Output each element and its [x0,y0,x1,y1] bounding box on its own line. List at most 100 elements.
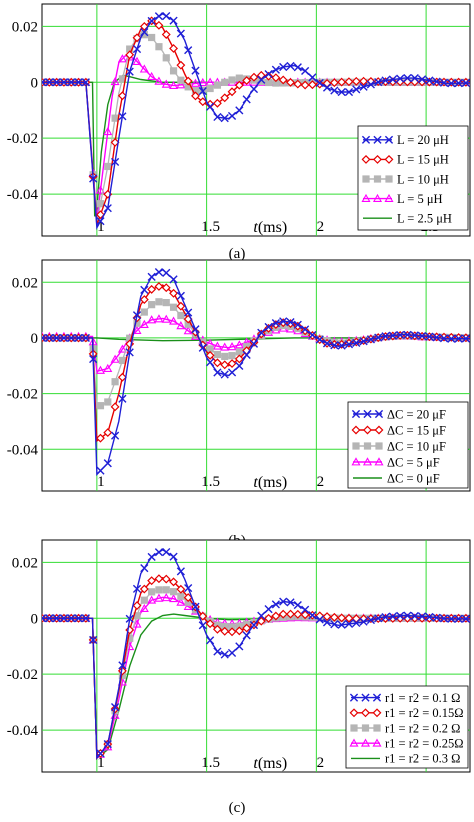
series-marker [147,552,156,562]
series-marker [140,308,148,316]
series-marker [264,78,273,87]
series-marker [42,614,47,623]
series-marker [154,268,164,277]
series-marker [381,332,390,341]
series-marker [125,67,134,76]
series-marker [81,614,90,623]
legend-swatch-marker [351,409,361,419]
series-marker [147,576,157,586]
series-marker [234,354,244,364]
series-marker [286,598,295,607]
series-marker [118,75,126,83]
series-marker [169,80,179,90]
legend-swatch-marker [373,154,382,164]
series-marker [359,337,368,346]
series-marker [154,12,164,21]
series-marker [169,288,179,298]
series-marker [417,612,427,621]
legend-swatch-marker [349,708,359,718]
series-marker [154,76,164,85]
legend-swatch-marker [384,154,394,164]
series-marker [132,584,142,593]
series-marker [410,611,419,621]
series-marker [42,333,47,343]
series-marker [184,598,192,606]
series-marker [213,112,222,122]
series-marker [242,623,252,633]
series-marker [264,605,273,614]
legend-entry-label: L = 2.5 μH [397,212,452,226]
series-marker [104,162,112,171]
series-marker [220,93,230,103]
series-marker [344,619,354,628]
series-marker [154,20,164,30]
series-marker [439,334,449,343]
legend-entry-label: L = 5 μH [397,192,443,206]
series-marker [212,341,222,350]
series-2 [42,16,470,226]
series-marker [227,342,237,351]
series-marker [126,334,134,342]
series-marker [286,77,295,87]
series-marker [352,338,361,347]
series-marker [271,73,281,83]
series-marker [329,612,339,622]
series-marker [132,325,142,335]
series-marker [198,87,207,96]
series-marker [264,323,274,333]
legend-entry-label: ΔC = 0 μF [387,471,440,485]
x-tick-label: 1 [97,219,105,235]
series-marker [322,83,332,92]
series-marker [227,368,237,377]
series-marker [461,78,470,88]
series-marker [264,613,274,623]
legend-swatch-marker [361,135,371,144]
series-marker [169,67,178,75]
y-tick-label: -0.02 [7,131,38,147]
series-marker [176,291,185,300]
series-marker [206,84,214,93]
x-tick-label: 2 [317,474,325,490]
series-marker [403,330,412,339]
series-marker [110,157,120,167]
series-marker [271,600,280,609]
series-marker [176,60,186,70]
series-marker [74,333,83,343]
series-marker [132,33,142,43]
series-marker [388,75,397,84]
series-marker [374,78,383,87]
series-marker [103,740,112,749]
series-marker [374,333,383,342]
series-marker [176,584,186,594]
series-marker [293,600,302,610]
series-marker [264,322,273,332]
series-marker [52,614,61,623]
series-marker [359,617,368,626]
series-marker [337,77,347,87]
series-marker [293,63,302,72]
series-marker [125,614,134,623]
series-marker [162,547,171,557]
series-marker [139,295,149,305]
series-marker [447,614,456,623]
series-marker [148,301,156,309]
series-marker [337,341,346,350]
series-marker [359,82,368,91]
series-marker [330,86,339,95]
series-marker [161,593,171,602]
legend-entry-label: r1 = r2 = 0.15Ω [385,706,464,720]
series-marker [162,54,170,62]
series-marker [212,358,222,368]
series-marker [147,315,157,324]
series-marker [374,614,383,623]
series-marker [396,330,405,340]
series-marker [169,316,179,325]
series-marker [220,360,230,370]
series-marker [228,352,236,360]
series-marker [300,326,310,336]
series-marker [205,350,215,360]
x-tick-label: 1.5 [201,755,220,771]
series-marker [118,394,127,403]
series-marker [234,626,244,636]
series-marker [454,614,463,623]
